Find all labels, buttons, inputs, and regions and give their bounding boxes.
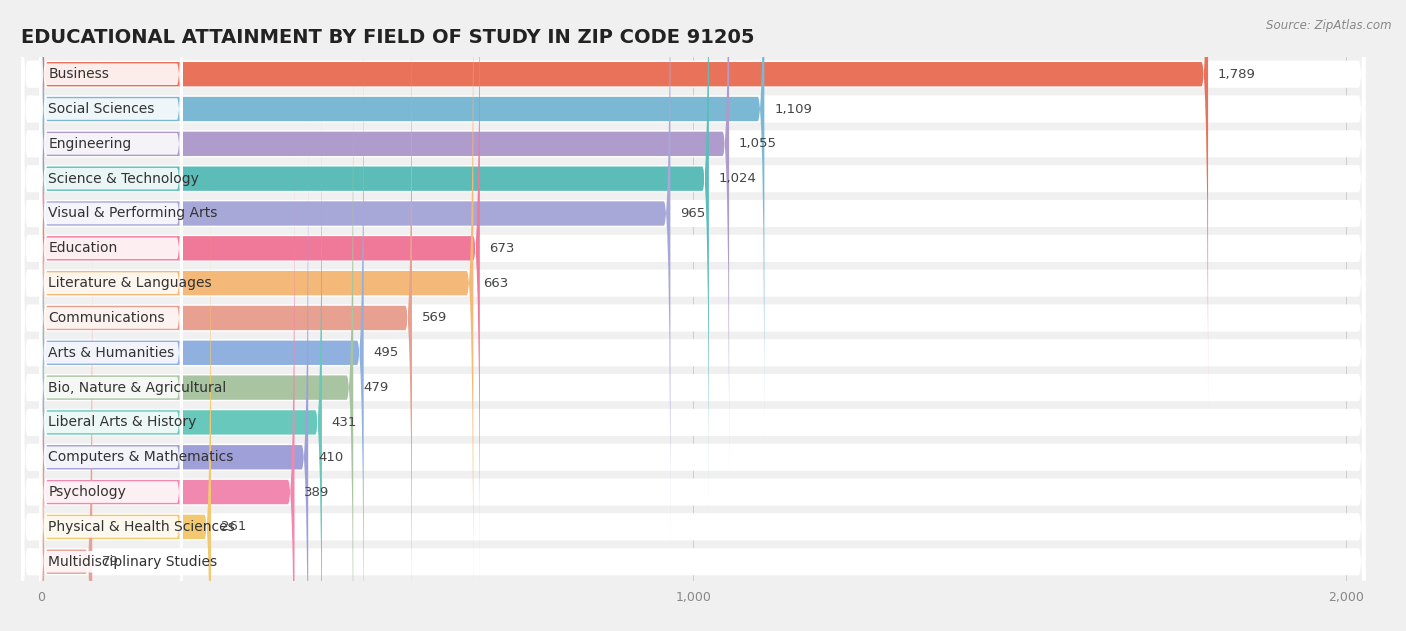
- Text: 1,789: 1,789: [1218, 68, 1256, 81]
- Text: Psychology: Psychology: [48, 485, 127, 499]
- Text: 1,109: 1,109: [775, 102, 813, 115]
- Text: 389: 389: [304, 486, 329, 498]
- FancyBboxPatch shape: [21, 122, 1365, 631]
- FancyBboxPatch shape: [41, 17, 364, 631]
- FancyBboxPatch shape: [39, 0, 183, 551]
- FancyBboxPatch shape: [39, 120, 183, 631]
- Text: 431: 431: [332, 416, 357, 429]
- FancyBboxPatch shape: [41, 0, 671, 550]
- FancyBboxPatch shape: [39, 0, 183, 411]
- Text: Physical & Health Sciences: Physical & Health Sciences: [48, 520, 235, 534]
- FancyBboxPatch shape: [41, 156, 294, 631]
- FancyBboxPatch shape: [21, 0, 1365, 513]
- Text: Communications: Communications: [48, 311, 165, 325]
- FancyBboxPatch shape: [21, 192, 1365, 631]
- FancyBboxPatch shape: [39, 85, 183, 631]
- FancyBboxPatch shape: [41, 0, 1208, 410]
- FancyBboxPatch shape: [21, 0, 1365, 631]
- Text: 479: 479: [363, 381, 388, 394]
- FancyBboxPatch shape: [41, 121, 308, 631]
- Text: Bio, Nature & Agricultural: Bio, Nature & Agricultural: [48, 380, 226, 394]
- FancyBboxPatch shape: [39, 259, 183, 631]
- FancyBboxPatch shape: [39, 0, 183, 377]
- Text: 1,055: 1,055: [740, 138, 778, 150]
- FancyBboxPatch shape: [21, 0, 1365, 548]
- FancyBboxPatch shape: [41, 0, 765, 445]
- FancyBboxPatch shape: [39, 15, 183, 620]
- Text: 495: 495: [374, 346, 399, 359]
- Text: Engineering: Engineering: [48, 137, 132, 151]
- FancyBboxPatch shape: [39, 189, 183, 631]
- Text: Liberal Arts & History: Liberal Arts & History: [48, 415, 197, 430]
- FancyBboxPatch shape: [21, 88, 1365, 631]
- FancyBboxPatch shape: [39, 0, 183, 481]
- FancyBboxPatch shape: [41, 86, 322, 631]
- Text: 410: 410: [318, 451, 343, 464]
- FancyBboxPatch shape: [21, 0, 1365, 444]
- FancyBboxPatch shape: [41, 0, 709, 515]
- Text: Visual & Performing Arts: Visual & Performing Arts: [48, 206, 218, 220]
- Text: Education: Education: [48, 241, 118, 256]
- Text: Social Sciences: Social Sciences: [48, 102, 155, 116]
- FancyBboxPatch shape: [41, 0, 474, 619]
- Text: 79: 79: [103, 555, 120, 569]
- FancyBboxPatch shape: [41, 0, 479, 584]
- FancyBboxPatch shape: [39, 0, 183, 447]
- Text: 1,024: 1,024: [718, 172, 756, 185]
- FancyBboxPatch shape: [39, 50, 183, 631]
- FancyBboxPatch shape: [41, 191, 211, 631]
- FancyBboxPatch shape: [21, 53, 1365, 631]
- FancyBboxPatch shape: [21, 0, 1365, 478]
- Text: 261: 261: [221, 521, 246, 533]
- Text: Literature & Languages: Literature & Languages: [48, 276, 212, 290]
- FancyBboxPatch shape: [39, 0, 183, 516]
- Text: 673: 673: [489, 242, 515, 255]
- FancyBboxPatch shape: [41, 52, 353, 631]
- Text: Multidisciplinary Studies: Multidisciplinary Studies: [48, 555, 218, 569]
- Text: Science & Technology: Science & Technology: [48, 172, 200, 186]
- FancyBboxPatch shape: [21, 227, 1365, 631]
- FancyBboxPatch shape: [21, 0, 1365, 618]
- Text: Business: Business: [48, 67, 110, 81]
- Text: 965: 965: [681, 207, 706, 220]
- FancyBboxPatch shape: [39, 0, 183, 586]
- FancyBboxPatch shape: [41, 226, 93, 631]
- Text: 569: 569: [422, 312, 447, 324]
- FancyBboxPatch shape: [21, 157, 1365, 631]
- Text: 663: 663: [484, 276, 509, 290]
- Text: Computers & Mathematics: Computers & Mathematics: [48, 451, 233, 464]
- FancyBboxPatch shape: [41, 0, 730, 480]
- FancyBboxPatch shape: [21, 0, 1365, 409]
- Text: Arts & Humanities: Arts & Humanities: [48, 346, 174, 360]
- Text: Source: ZipAtlas.com: Source: ZipAtlas.com: [1267, 19, 1392, 32]
- FancyBboxPatch shape: [41, 0, 412, 631]
- FancyBboxPatch shape: [21, 0, 1365, 583]
- FancyBboxPatch shape: [39, 155, 183, 631]
- FancyBboxPatch shape: [39, 224, 183, 631]
- FancyBboxPatch shape: [21, 18, 1365, 631]
- Text: EDUCATIONAL ATTAINMENT BY FIELD OF STUDY IN ZIP CODE 91205: EDUCATIONAL ATTAINMENT BY FIELD OF STUDY…: [21, 28, 755, 47]
